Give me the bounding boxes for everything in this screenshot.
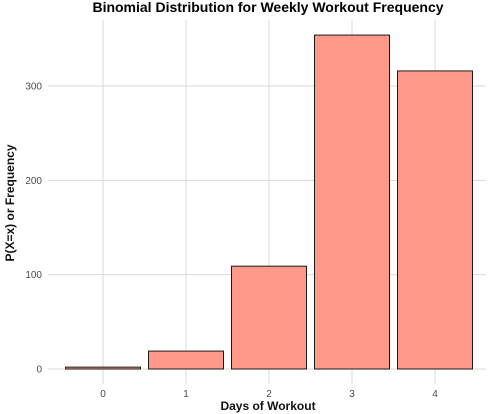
bar (231, 265, 307, 370)
chart-title: Binomial Distribution for Weekly Workout… (92, 0, 443, 15)
x-tick-label: 4 (432, 389, 438, 400)
x-tick-label: 2 (266, 389, 272, 400)
bar (65, 366, 141, 370)
y-axis-ticks: 0 100 200 300 (25, 82, 42, 376)
x-tick-label: 3 (349, 389, 355, 400)
bars (65, 34, 473, 370)
y-tick-label: 300 (25, 82, 42, 93)
x-axis-label: Days of Workout (220, 399, 315, 413)
bar (314, 34, 390, 370)
x-tick-label: 1 (183, 389, 189, 400)
x-axis-ticks: 0 1 2 3 4 (100, 389, 438, 400)
y-tick-label: 0 (36, 365, 42, 376)
bar (148, 350, 224, 370)
y-tick-label: 100 (25, 270, 42, 281)
x-tick-label: 0 (100, 389, 106, 400)
y-tick-label: 200 (25, 176, 42, 187)
y-axis-label: P(X=x) or Frequency (3, 144, 17, 261)
bar (397, 70, 473, 370)
